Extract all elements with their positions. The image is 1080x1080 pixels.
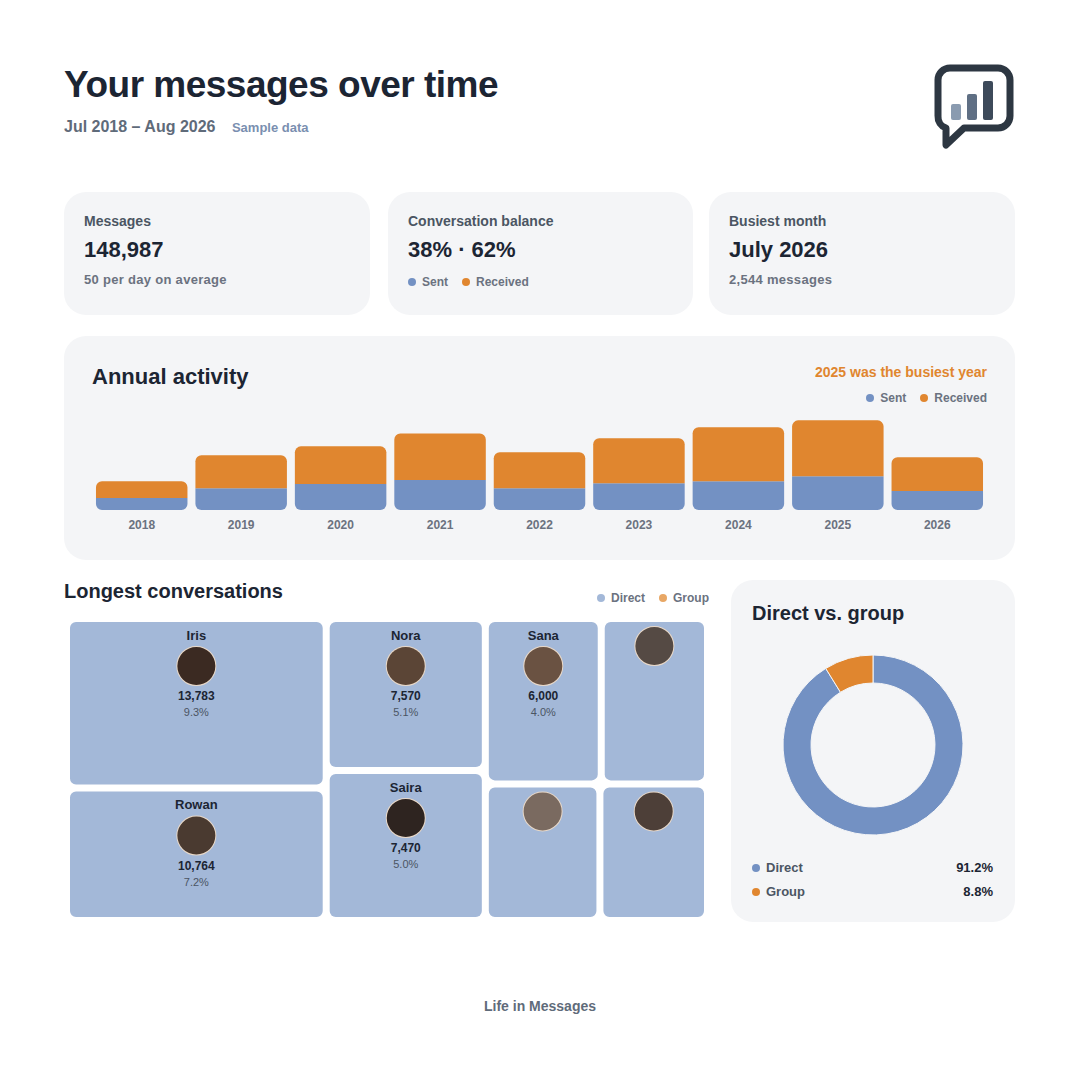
html-text:Messages: Messages [84, 213, 151, 229]
html-text:Direct: Direct [766, 860, 803, 875]
html-text:Received: Received [934, 391, 987, 405]
svg-text:5.1%: 5.1% [393, 706, 418, 718]
html-text:Annual activity: Annual activity [92, 364, 249, 389]
html-text:2,544 messages: 2,544 messages [729, 272, 833, 287]
svg-text:5.0%: 5.0% [393, 858, 418, 870]
html-text:91.2%: 91.2% [956, 860, 993, 875]
svg-text:2026: 2026 [924, 518, 951, 532]
svg-text:4.0%: 4.0% [531, 706, 556, 718]
html-text:Jul 2018 – Aug 2026: Jul 2018 – Aug 2026 [64, 118, 216, 135]
svg-text:6,000: 6,000 [528, 689, 558, 703]
html-text:Sample data: Sample data [232, 120, 309, 135]
svg-text:Iris: Iris [187, 627, 207, 642]
html-text:50 per day on average: 50 per day on average [84, 272, 227, 287]
svg-text:2020: 2020 [327, 518, 354, 532]
svg-text:13,783: 13,783 [178, 689, 215, 703]
html-text:Direct: Direct [611, 591, 645, 605]
html-text:Received: Received [476, 275, 529, 289]
html-text:Longest conversations: Longest conversations [64, 580, 283, 602]
svg-text:2024: 2024 [725, 518, 752, 532]
svg-text:2019: 2019 [228, 518, 255, 532]
svg-text:2023: 2023 [626, 518, 653, 532]
svg-text:2018: 2018 [128, 518, 155, 532]
html-text:Group: Group [673, 591, 709, 605]
html-text:Your messages over time: Your messages over time [64, 64, 499, 105]
html-text:38% · 62%: 38% · 62% [408, 237, 516, 262]
html-text:July 2026: July 2026 [729, 237, 829, 262]
svg-text:Sana: Sana [528, 628, 560, 643]
svg-text:Rowan: Rowan [175, 797, 218, 812]
html-text:Busiest month: Busiest month [729, 213, 827, 229]
svg-text:2022: 2022 [526, 518, 553, 532]
svg-text:7,470: 7,470 [391, 841, 421, 855]
html-text:Sent: Sent [880, 391, 907, 405]
html-text:Direct vs. group: Direct vs. group [752, 602, 905, 624]
svg-text:7.2%: 7.2% [184, 876, 209, 888]
svg-text:9.3%: 9.3% [184, 706, 209, 718]
html-text:2025 was the busiest year: 2025 was the busiest year [815, 364, 987, 380]
html-text:8.8%: 8.8% [963, 884, 993, 899]
svg-text:2021: 2021 [427, 518, 454, 532]
html-text:Group: Group [766, 884, 805, 899]
html-text:148,987: 148,987 [84, 237, 164, 262]
html-text:Life in Messages: Life in Messages [484, 998, 596, 1014]
html-text:Sent: Sent [422, 275, 448, 289]
svg-text:10,764: 10,764 [178, 859, 215, 873]
svg-text:2025: 2025 [824, 518, 851, 532]
svg-text:Nora: Nora [391, 628, 421, 643]
html-text:Conversation balance: Conversation balance [408, 213, 554, 229]
svg-text:7,570: 7,570 [391, 689, 421, 703]
svg-text:Saira: Saira [390, 780, 423, 795]
